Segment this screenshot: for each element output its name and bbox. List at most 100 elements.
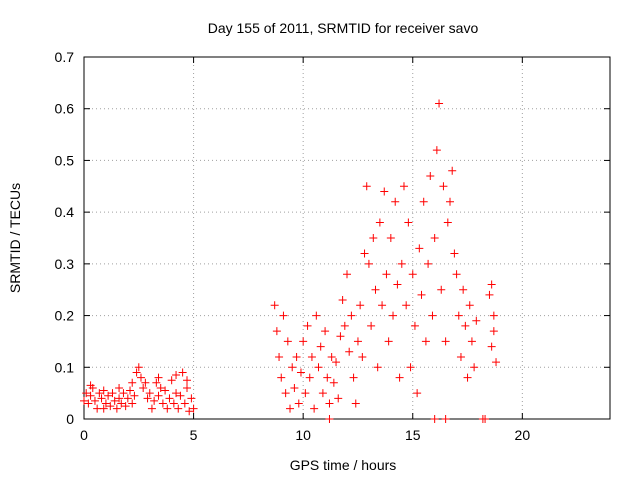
data-point	[397, 259, 406, 268]
data-point	[327, 352, 336, 361]
data-point	[358, 352, 367, 361]
data-point	[180, 399, 189, 408]
data-point	[323, 373, 332, 382]
data-point	[470, 363, 479, 372]
data-point	[95, 389, 104, 398]
data-point	[336, 332, 345, 341]
data-point	[270, 301, 279, 310]
data-point	[321, 327, 330, 336]
data-point	[121, 402, 130, 411]
data-point	[426, 171, 435, 180]
data-point	[441, 337, 450, 346]
data-point	[371, 285, 380, 294]
data-point	[119, 389, 128, 398]
data-point	[158, 399, 167, 408]
data-point	[132, 368, 141, 377]
data-point	[353, 337, 362, 346]
data-point	[90, 396, 99, 405]
data-point	[443, 218, 452, 227]
data-point	[143, 394, 152, 403]
data-point	[112, 404, 121, 413]
data-point	[410, 321, 419, 330]
data-point	[310, 404, 319, 413]
y-tick-label: 0.2	[55, 308, 75, 324]
data-point	[275, 352, 284, 361]
data-point	[428, 311, 437, 320]
data-point	[343, 270, 351, 279]
data-point	[467, 337, 476, 346]
data-point	[185, 407, 194, 416]
data-point	[362, 182, 371, 191]
plot-frame	[83, 56, 611, 420]
data-point	[452, 270, 461, 279]
x-tick-label: 15	[405, 427, 421, 443]
data-point	[80, 396, 88, 405]
data-point	[487, 280, 496, 289]
data-point	[126, 386, 135, 395]
data-point	[329, 378, 338, 387]
data-point	[286, 404, 295, 413]
data-point	[277, 373, 286, 382]
data-point	[378, 301, 387, 310]
data-point	[325, 415, 334, 423]
scatter-points	[80, 99, 501, 423]
data-point	[163, 404, 172, 413]
data-point	[303, 321, 312, 330]
data-point	[459, 285, 468, 294]
data-point	[391, 197, 400, 206]
data-point	[139, 383, 148, 392]
data-point	[106, 402, 115, 411]
data-point	[117, 399, 126, 408]
data-point	[99, 386, 108, 395]
data-point	[399, 182, 408, 191]
data-point	[360, 249, 369, 258]
data-point	[413, 389, 422, 398]
data-point	[472, 316, 481, 325]
y-axis-label: SRMTID / TECUs	[7, 183, 23, 293]
data-point	[283, 337, 292, 346]
data-point	[441, 415, 450, 423]
data-point	[334, 394, 343, 403]
data-point	[465, 301, 474, 310]
data-point	[406, 363, 415, 372]
y-tick-label: 0.1	[55, 359, 75, 375]
data-point	[187, 394, 196, 403]
y-tick-label: 0.3	[55, 256, 75, 272]
data-point	[292, 352, 301, 361]
data-point	[110, 396, 119, 405]
data-point	[296, 368, 305, 377]
x-tick-labels: 0 5 10 15 20	[80, 427, 530, 443]
data-point	[456, 352, 465, 361]
data-point	[156, 383, 165, 392]
x-tick-label: 10	[295, 427, 311, 443]
x-tick-label: 0	[80, 427, 88, 443]
data-point	[150, 396, 159, 405]
data-point	[108, 389, 117, 398]
data-point	[154, 391, 163, 400]
y-tick-label: 0	[66, 411, 74, 427]
data-point	[356, 301, 365, 310]
data-point	[272, 327, 281, 336]
data-point	[154, 373, 163, 382]
data-point	[97, 394, 106, 403]
data-point	[314, 363, 323, 372]
data-point	[404, 218, 413, 227]
data-point	[316, 342, 325, 351]
data-point	[178, 368, 187, 377]
data-point	[99, 404, 108, 413]
data-point	[351, 399, 360, 408]
data-point	[301, 389, 310, 398]
data-point	[299, 337, 308, 346]
data-point	[161, 386, 170, 395]
x-tick-label: 5	[190, 427, 198, 443]
data-point	[415, 244, 424, 253]
data-point	[183, 383, 192, 392]
data-point	[424, 259, 433, 268]
y-tick-label: 0.7	[55, 49, 75, 65]
data-point	[147, 404, 156, 413]
data-point	[104, 391, 113, 400]
data-point	[174, 404, 183, 413]
data-point	[136, 373, 145, 382]
y-tick-label: 0.5	[55, 152, 75, 168]
